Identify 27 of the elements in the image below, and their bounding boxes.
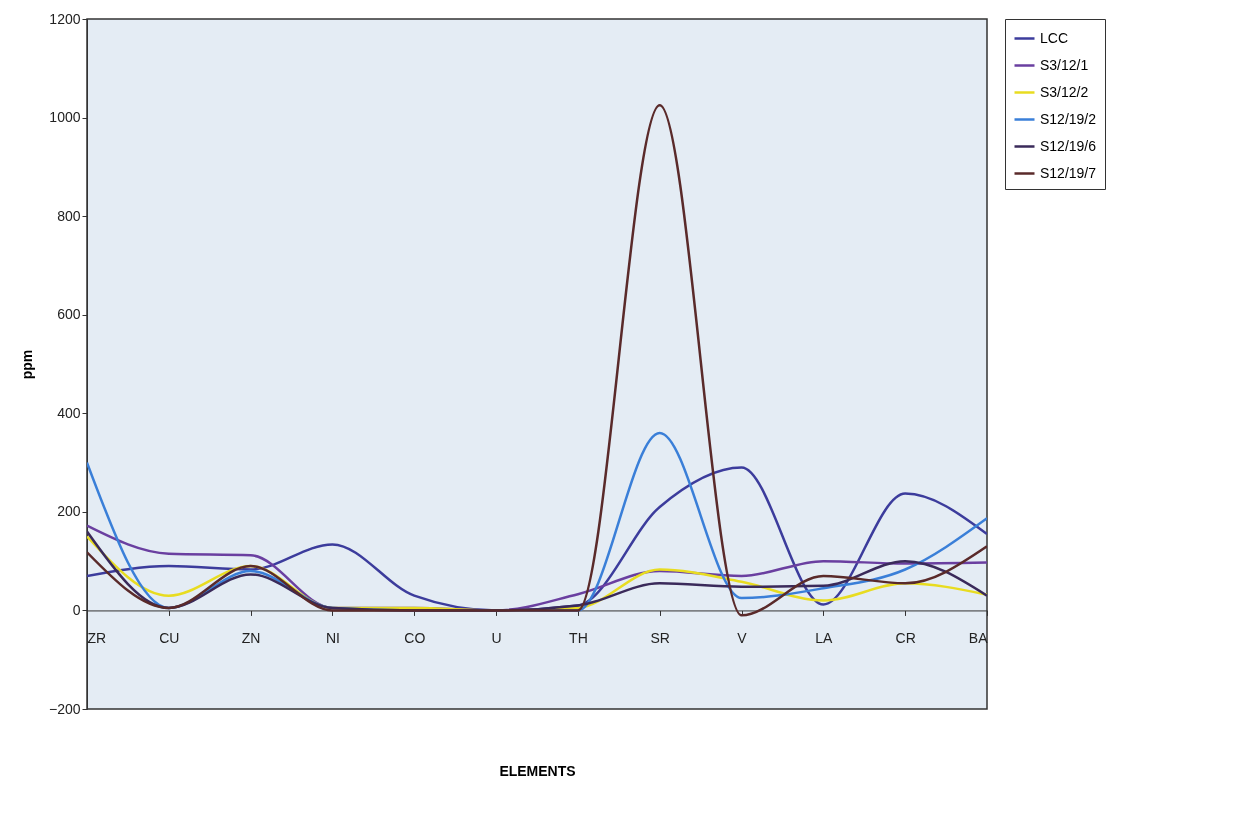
x-tick-label: LA [815, 629, 834, 646]
y-axis-title: ppm [18, 349, 35, 380]
legend-label: S12/19/6 [1040, 137, 1097, 154]
y-tick-label: 200 [57, 503, 81, 520]
x-tick-label: TH [569, 629, 588, 646]
y-tick-label: 1200 [49, 10, 81, 27]
x-tick-label: NI [325, 629, 340, 646]
x-tick-label: SR [650, 629, 670, 646]
y-tick-label: 800 [57, 207, 81, 224]
legend-label: S12/19/2 [1040, 110, 1097, 127]
x-tick-label: CU [159, 629, 180, 646]
y-tick-label: 1000 [49, 109, 81, 126]
y-tick-label: 0 [72, 601, 81, 618]
legend-label: S3/12/1 [1040, 56, 1089, 73]
legend-label: LCC [1040, 29, 1069, 46]
y-tick-label: −200 [48, 700, 81, 717]
legend-label: S3/12/2 [1040, 83, 1089, 100]
y-tick-label: 400 [57, 404, 81, 421]
y-tick-label: 600 [57, 306, 81, 323]
x-tick-label: V [737, 629, 748, 646]
x-tick-label: CR [895, 629, 916, 646]
x-tick-label: U [491, 629, 502, 646]
x-axis-title: ELEMENTS [499, 762, 576, 779]
legend-label: S12/19/7 [1040, 164, 1097, 181]
x-tick-label: CO [404, 629, 426, 646]
x-tick-label: ZN [241, 629, 261, 646]
x-tick-label: ZR [87, 629, 107, 646]
